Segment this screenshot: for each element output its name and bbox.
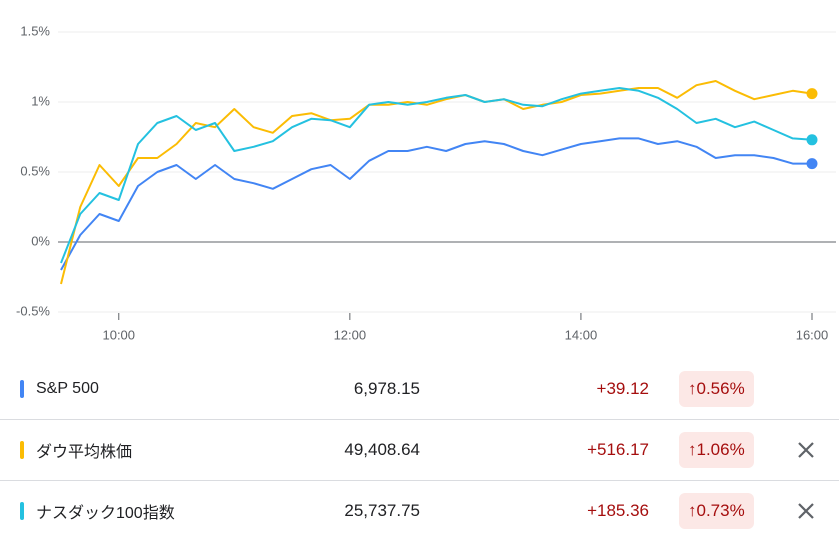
change: +516.17 bbox=[587, 440, 649, 459]
change: +185.36 bbox=[587, 501, 649, 520]
percent-badge: ↑1.06% bbox=[679, 432, 754, 468]
price: 49,408.64 bbox=[344, 440, 420, 459]
quote-row: ダウ平均株価 49,408.64 +516.17 ↑1.06% bbox=[0, 420, 839, 481]
index-name: ダウ平均株価 bbox=[36, 444, 133, 461]
up-arrow: ↑ bbox=[688, 440, 697, 459]
y-tick-label: -0.5% bbox=[16, 303, 50, 318]
end-dot bbox=[806, 158, 818, 170]
end-dot bbox=[806, 134, 818, 146]
percent-badge: ↑0.73% bbox=[679, 493, 754, 529]
series-line bbox=[60, 87, 813, 264]
up-arrow: ↑ bbox=[688, 501, 697, 520]
price: 25,737.75 bbox=[344, 501, 420, 520]
change: +39.12 bbox=[596, 379, 649, 398]
y-tick-label: 0.5% bbox=[20, 163, 50, 178]
up-arrow: ↑ bbox=[688, 379, 697, 398]
close-icon bbox=[798, 503, 814, 519]
remove-button[interactable] bbox=[794, 499, 818, 523]
series-color-bar bbox=[20, 380, 24, 398]
quote-table: S&P 500 6,978.15 +39.12 ↑0.56% ダウ平均株価 49,408.… bbox=[0, 359, 839, 542]
x-tick-label: 12:00 bbox=[334, 327, 367, 342]
percent-badge: ↑0.56% bbox=[679, 371, 754, 407]
percent: 0.56% bbox=[696, 379, 745, 398]
index-name: ナスダック100指数 bbox=[36, 505, 175, 522]
percent: 0.73% bbox=[696, 501, 745, 520]
series-line bbox=[60, 80, 813, 285]
series-color-bar bbox=[20, 441, 24, 459]
y-tick-label: 1.5% bbox=[20, 23, 50, 38]
end-dot bbox=[806, 88, 818, 100]
x-tick-label: 14:00 bbox=[565, 327, 598, 342]
index-name: S&P 500 bbox=[36, 380, 99, 397]
close-icon bbox=[798, 442, 814, 458]
series-color-bar bbox=[20, 502, 24, 520]
remove-button[interactable] bbox=[794, 438, 818, 462]
series-line bbox=[60, 137, 812, 271]
y-tick-label: 1% bbox=[31, 93, 50, 108]
x-tick-label: 10:00 bbox=[102, 327, 135, 342]
chart: -0.5% 0% 0.5% 1% 1.5% 10:00 12:00 14:00 16:00 bbox=[16, 23, 836, 342]
y-tick-label: 0% bbox=[31, 233, 50, 248]
percent: 1.06% bbox=[696, 440, 745, 459]
price: 6,978.15 bbox=[353, 379, 420, 398]
quote-row: S&P 500 6,978.15 +39.12 ↑0.56% bbox=[0, 359, 839, 420]
quote-row: ナスダック100指数 25,737.75 +185.36 ↑0.73% bbox=[0, 481, 839, 541]
x-tick-label: 16:00 bbox=[796, 327, 829, 342]
